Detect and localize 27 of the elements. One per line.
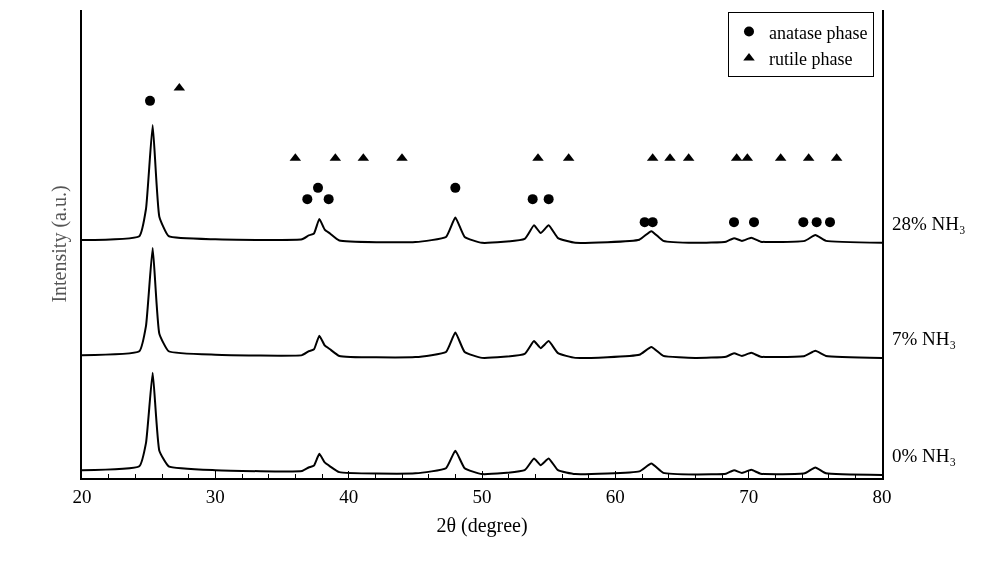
point: [302, 194, 313, 205]
point: [647, 217, 658, 228]
x-tick-label: 70: [739, 485, 759, 507]
x-tick-label: 60: [605, 485, 625, 507]
series-label: 0% NH₃: [892, 445, 957, 466]
x-axis-title: 2θ (degree): [436, 513, 528, 537]
point: [527, 194, 538, 205]
point: [811, 217, 822, 228]
y-axis-title: Intensity (a.u.): [48, 185, 72, 303]
series-label: 28% NH₃: [892, 213, 966, 234]
legend-label: anatase phase: [769, 22, 868, 43]
x-tick-label: 20: [72, 485, 92, 507]
point: [145, 95, 155, 106]
x-tick-label: 40: [339, 485, 359, 507]
x-tick-label: 30: [205, 485, 225, 507]
x-tick-label: 50: [472, 485, 492, 507]
x-tick-label: 80: [872, 485, 892, 507]
point: [450, 182, 461, 193]
point: [729, 217, 739, 228]
series-label: 7% NH₃: [892, 328, 957, 349]
point: [313, 182, 323, 193]
point: [323, 194, 334, 205]
point: [798, 217, 809, 228]
point: [543, 194, 554, 205]
point: [749, 217, 759, 228]
legend-label: rutile phase: [769, 48, 853, 69]
point: [825, 217, 835, 228]
